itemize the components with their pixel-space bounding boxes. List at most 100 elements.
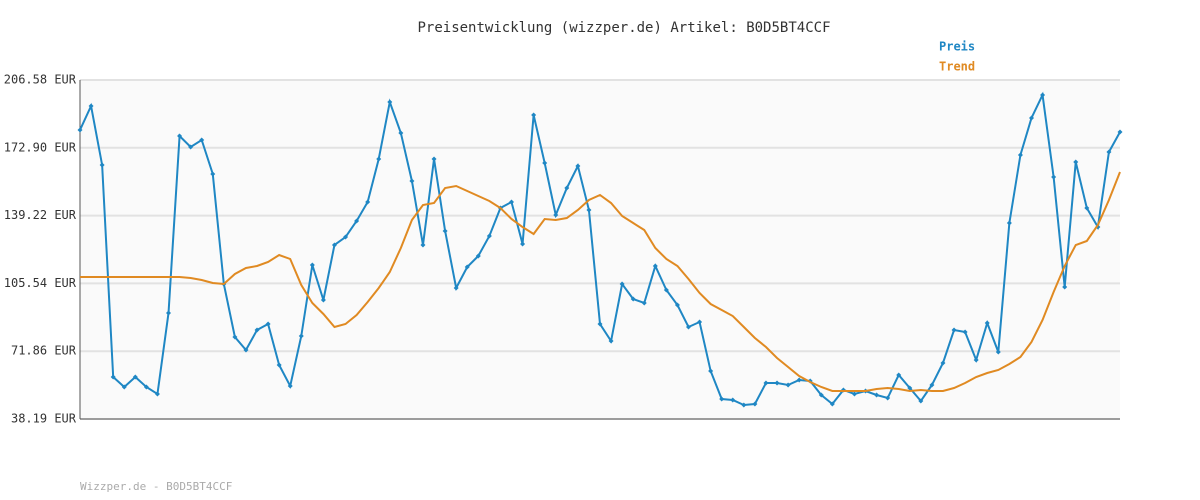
data-point (1117, 129, 1123, 135)
data-point (409, 178, 415, 184)
data-point (697, 319, 703, 325)
data-point (940, 360, 946, 366)
data-point (962, 329, 968, 335)
data-point (752, 401, 758, 407)
footer: Wizzper.de - B0D5BT4CCF (80, 480, 232, 493)
data-point (796, 377, 802, 383)
data-point (663, 287, 669, 293)
data-point (453, 285, 459, 291)
data-point (387, 99, 393, 105)
data-point (1006, 220, 1012, 226)
data-point (874, 392, 880, 398)
data-point (1017, 152, 1023, 158)
chart-title: Preisentwicklung (wizzper.de) Artikel: B… (417, 20, 830, 36)
data-point (177, 133, 183, 139)
data-point (851, 391, 857, 397)
data-point (885, 395, 891, 401)
data-point (951, 327, 957, 333)
legend-label: Preis (939, 40, 975, 54)
data-point (1051, 174, 1057, 180)
data-point (1028, 115, 1034, 121)
y-tick-label: 105.54 EUR (4, 276, 77, 290)
y-tick-label: 206.58 EUR (4, 73, 77, 87)
data-point (398, 130, 404, 136)
data-point (486, 233, 492, 239)
data-point (763, 380, 769, 386)
data-point (708, 368, 714, 374)
data-point (730, 397, 736, 403)
data-point (287, 383, 293, 389)
data-point (785, 382, 791, 388)
data-point (210, 171, 216, 177)
data-point (1084, 205, 1090, 211)
data-point (243, 347, 249, 353)
data-point (608, 338, 614, 344)
data-point (1073, 159, 1079, 165)
data-point (652, 263, 658, 269)
data-point (188, 144, 194, 150)
data-point (641, 300, 647, 306)
data-point (77, 127, 83, 133)
data-point (121, 384, 127, 390)
data-point (166, 310, 172, 316)
data-point (508, 199, 514, 205)
data-point (99, 162, 105, 168)
y-tick-label: 71.86 EUR (11, 344, 77, 358)
data-point (199, 137, 205, 143)
data-point (984, 320, 990, 326)
data-point (464, 264, 470, 270)
data-point (88, 103, 94, 109)
data-point (973, 357, 979, 363)
data-point (896, 372, 902, 378)
data-point (829, 401, 835, 407)
data-point (774, 380, 780, 386)
series-line (80, 171, 1121, 393)
data-point (143, 384, 149, 390)
data-point (907, 385, 913, 391)
data-point (132, 374, 138, 380)
data-point (276, 362, 282, 368)
data-point (254, 327, 260, 333)
y-tick-label: 139.22 EUR (4, 208, 77, 222)
data-point (110, 374, 116, 380)
data-point (431, 156, 437, 162)
data-point (1106, 149, 1112, 155)
data-point (154, 391, 160, 397)
data-point (597, 321, 603, 327)
data-point (619, 281, 625, 287)
data-point (929, 382, 935, 388)
data-point (331, 242, 337, 248)
plot-area (80, 80, 1120, 419)
data-point (265, 321, 271, 327)
legend-label: Trend (939, 60, 975, 74)
data-point (575, 163, 581, 169)
data-point (686, 324, 692, 330)
data-point (420, 242, 426, 248)
data-point (1062, 284, 1068, 290)
data-point (553, 212, 559, 218)
data-point (309, 262, 315, 268)
data-point (995, 349, 1001, 355)
data-point (586, 207, 592, 213)
data-point (918, 398, 924, 404)
data-point (520, 241, 526, 247)
data-point (531, 112, 537, 118)
y-tick-label: 38.19 EUR (11, 412, 77, 426)
data-point (343, 234, 349, 240)
data-point (1040, 92, 1046, 98)
data-point (442, 228, 448, 234)
data-point (320, 297, 326, 303)
data-point (475, 253, 481, 259)
data-point (298, 333, 304, 339)
data-point (232, 334, 238, 340)
data-point (674, 302, 680, 308)
data-point (564, 185, 570, 191)
data-point (818, 392, 824, 398)
data-point (741, 402, 747, 408)
data-point (365, 199, 371, 205)
y-tick-label: 172.90 EUR (4, 140, 77, 154)
data-point (630, 296, 636, 302)
data-point (354, 218, 360, 224)
data-point (719, 396, 725, 402)
